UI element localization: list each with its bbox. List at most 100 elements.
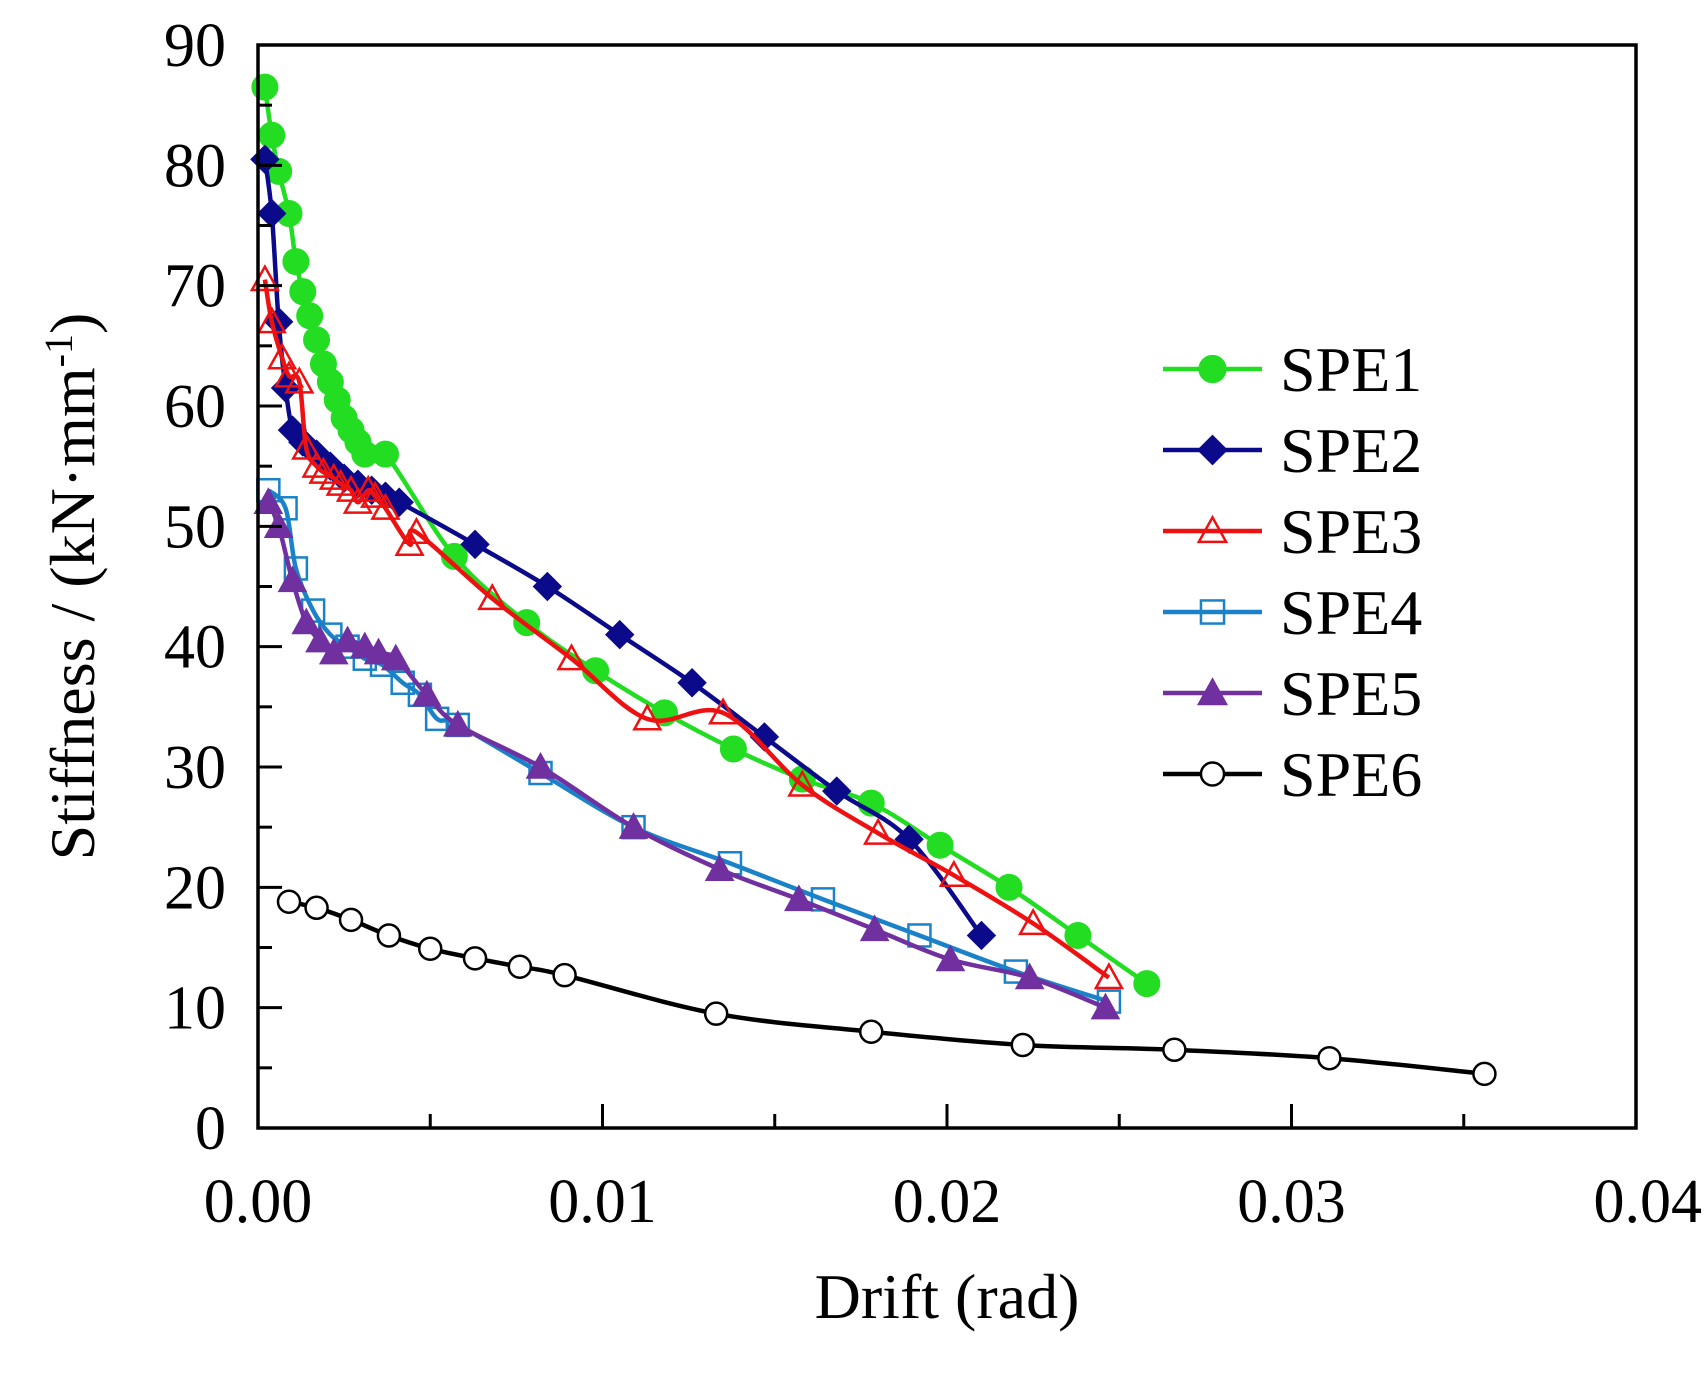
data-point-spe5 bbox=[1014, 962, 1045, 990]
data-point-spe5 bbox=[935, 944, 966, 972]
data-point-spe6 bbox=[304, 895, 329, 921]
y-axis-label-main: Stiffness / (kN·mm bbox=[37, 367, 108, 860]
data-point-spe3 bbox=[291, 432, 322, 460]
y-axis-label: Stiffness / (kN·mm-1) bbox=[36, 313, 109, 861]
data-point-spe3 bbox=[477, 582, 508, 611]
ticks-layer: 0 10 20 30 40 50 60 70 80 90 0.00 0.01 0.02 0.03 0.04 bbox=[164, 12, 1702, 1236]
data-point-spe3 bbox=[938, 859, 970, 887]
data-point-spe2 bbox=[605, 619, 635, 650]
data-point-spe2 bbox=[532, 571, 563, 602]
legend-label-spe5: SPE5 bbox=[1280, 658, 1422, 729]
data-point-spe3 bbox=[862, 817, 894, 845]
series-line-spe4 bbox=[266, 488, 1110, 1004]
data-point-spe5 bbox=[704, 854, 735, 881]
y-tick-label: 40 bbox=[164, 614, 226, 682]
legend-entry-spe1: SPE1 bbox=[1163, 334, 1422, 405]
series-spe3 bbox=[249, 264, 1125, 990]
data-point-spe5 bbox=[380, 643, 411, 671]
legend-label-spe6: SPE6 bbox=[1280, 739, 1422, 810]
data-point-spe6 bbox=[462, 946, 488, 971]
y-tick-label: 60 bbox=[164, 373, 226, 441]
data-point-spe3 bbox=[256, 306, 287, 334]
data-point-spe6 bbox=[1162, 1037, 1187, 1063]
data-point-spe3 bbox=[707, 697, 739, 725]
legend-entry-spe2: SPE2 bbox=[1163, 415, 1422, 486]
data-point-spe3 bbox=[284, 366, 315, 394]
data-point-spe6 bbox=[1317, 1045, 1342, 1071]
data-point-spe1 bbox=[303, 326, 331, 354]
legend-entry-spe6: SPE6 bbox=[1163, 739, 1422, 810]
data-point-spe3 bbox=[266, 342, 298, 370]
data-point-spe5 bbox=[332, 625, 363, 653]
data-point-spe5 bbox=[305, 625, 335, 653]
data-point-spe5 bbox=[277, 565, 308, 593]
data-point-spe1 bbox=[995, 873, 1023, 901]
data-point-spe5 bbox=[291, 607, 322, 635]
data-point-spe1 bbox=[251, 73, 279, 101]
y-axis-label-suffix: ) bbox=[37, 313, 108, 334]
data-point-spe5 bbox=[253, 487, 284, 514]
series-spe5 bbox=[253, 487, 1121, 1020]
legend-label-spe4: SPE4 bbox=[1280, 577, 1422, 648]
data-point-spe5 bbox=[618, 812, 649, 839]
y-tick-label: 30 bbox=[164, 734, 226, 802]
data-point-spe5 bbox=[784, 884, 814, 912]
data-point-spe6 bbox=[1472, 1061, 1497, 1087]
data-point-spe3 bbox=[370, 492, 401, 520]
data-point-spe1 bbox=[719, 735, 747, 763]
data-point-spe6 bbox=[552, 962, 577, 988]
data-point-spe1 bbox=[440, 542, 468, 570]
x-tick-label: 0.01 bbox=[548, 1168, 657, 1236]
x-tick-label: 0.02 bbox=[893, 1168, 1002, 1236]
data-point-spe5 bbox=[1090, 992, 1121, 1020]
data-point-spe6 bbox=[338, 907, 364, 933]
data-point-spe3 bbox=[556, 643, 587, 671]
legend-marker-spe5 bbox=[1196, 677, 1229, 706]
legend-marker-spe4 bbox=[1199, 599, 1226, 625]
data-point-spe6 bbox=[1010, 1032, 1036, 1058]
data-point-spe6 bbox=[507, 954, 533, 980]
legend-marker-spe6 bbox=[1199, 761, 1226, 787]
data-point-spe1 bbox=[282, 248, 310, 276]
data-point-spe5 bbox=[411, 679, 442, 707]
y-tick-label: 80 bbox=[164, 132, 226, 200]
data-point-spe6 bbox=[418, 936, 443, 961]
legend-entry-spe3: SPE3 bbox=[1163, 496, 1422, 567]
series-spe6 bbox=[276, 889, 1497, 1087]
data-point-spe6 bbox=[276, 889, 302, 915]
plot-layer bbox=[249, 73, 1497, 1087]
legend-marker-spe2 bbox=[1197, 434, 1228, 466]
series-line-spe6 bbox=[288, 899, 1485, 1077]
data-point-spe3 bbox=[353, 474, 384, 502]
legend-marker-spe3 bbox=[1196, 514, 1229, 544]
data-point-spe3 bbox=[787, 769, 818, 797]
data-point-spe6 bbox=[858, 1019, 884, 1044]
data-point-spe5 bbox=[525, 751, 556, 779]
data-point-spe3 bbox=[632, 703, 663, 731]
data-point-spe1 bbox=[1064, 921, 1092, 949]
data-point-spe1 bbox=[289, 278, 317, 306]
data-point-spe5 bbox=[363, 637, 394, 665]
data-point-spe3 bbox=[360, 480, 391, 508]
y-axis-label-superscript: -1 bbox=[36, 334, 81, 367]
data-point-spe2 bbox=[677, 668, 707, 698]
x-axis-label: Drift (rad) bbox=[815, 1261, 1080, 1332]
y-tick-label: 10 bbox=[164, 975, 226, 1043]
data-point-spe2 bbox=[460, 529, 490, 560]
data-point-spe3 bbox=[1018, 907, 1049, 936]
data-point-spe2 bbox=[822, 776, 852, 806]
x-tick-label: 0.00 bbox=[204, 1168, 313, 1236]
data-point-spe2 bbox=[257, 198, 287, 229]
legend-entry-spe4: SPE4 bbox=[1163, 577, 1422, 648]
y-tick-label: 70 bbox=[164, 253, 226, 321]
legend-marker-spe1 bbox=[1198, 354, 1227, 384]
legend-label-spe1: SPE1 bbox=[1280, 334, 1422, 405]
data-point-spe1 bbox=[258, 121, 286, 149]
data-point-spe1 bbox=[1133, 970, 1161, 998]
x-tick-label: 0.03 bbox=[1237, 1168, 1346, 1236]
data-point-spe5 bbox=[442, 709, 473, 737]
legend: SPE1 SPE2 SPE3 SPE4 SPE5 SPE6 bbox=[1163, 334, 1422, 810]
data-point-spe3 bbox=[301, 450, 332, 478]
